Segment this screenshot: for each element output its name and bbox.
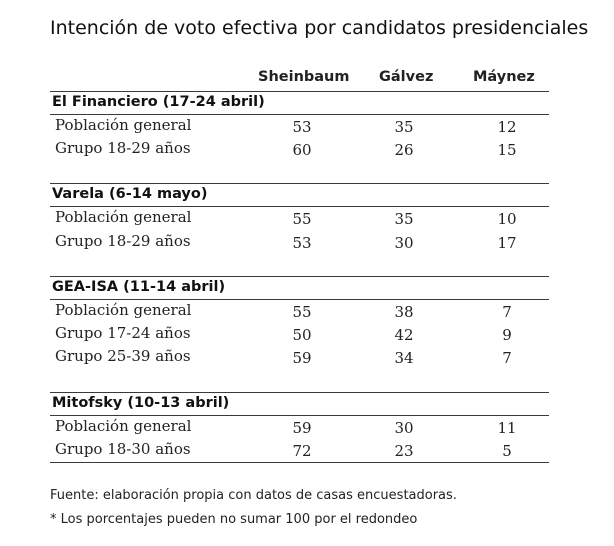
source-note: Fuente: elaboración propia con datos de … [50, 488, 457, 503]
value-sheinbaum: 60 [292, 141, 312, 159]
value-maynez: 5 [502, 442, 512, 460]
value-galvez: 26 [394, 141, 414, 159]
row-label: Grupo 17-24 años [55, 324, 191, 342]
value-galvez: 30 [394, 234, 414, 252]
row-label: Población general [55, 301, 192, 319]
value-sheinbaum: 55 [292, 303, 312, 321]
value-sheinbaum: 53 [292, 118, 312, 136]
table-title: Intención de voto efectiva por candidato… [50, 17, 589, 39]
row-label: Población general [55, 116, 192, 134]
row-label: Población general [55, 208, 192, 226]
rounding-footnote: * Los porcentajes pueden no sumar 100 po… [50, 512, 418, 527]
value-maynez: 9 [502, 326, 512, 344]
value-sheinbaum: 53 [292, 234, 312, 252]
column-header-maynez: Máynez [473, 69, 535, 85]
section-divider [50, 299, 549, 300]
row-label: Grupo 18-29 años [55, 139, 191, 157]
value-sheinbaum: 50 [292, 326, 312, 344]
row-label: Grupo 18-30 años [55, 440, 191, 458]
table-bottom-rule [50, 462, 549, 463]
value-sheinbaum: 72 [292, 442, 312, 460]
section-divider [50, 114, 549, 115]
value-galvez: 34 [394, 349, 414, 367]
value-sheinbaum: 59 [292, 419, 312, 437]
value-maynez: 10 [497, 210, 517, 228]
group-title-mitofsky: Mitofsky (10-13 abril) [52, 395, 230, 411]
value-maynez: 7 [502, 349, 512, 367]
group-title-el-financiero: El Financiero (17-24 abril) [52, 94, 265, 110]
value-galvez: 30 [394, 419, 414, 437]
row-label: Grupo 18-29 años [55, 232, 191, 250]
group-title-varela: Varela (6-14 mayo) [52, 186, 208, 202]
value-galvez: 42 [394, 326, 414, 344]
section-divider [50, 91, 549, 92]
value-maynez: 7 [502, 303, 512, 321]
value-galvez: 23 [394, 442, 414, 460]
value-maynez: 17 [497, 234, 517, 252]
section-divider [50, 415, 549, 416]
value-maynez: 12 [497, 118, 517, 136]
value-sheinbaum: 55 [292, 210, 312, 228]
value-sheinbaum: 59 [292, 349, 312, 367]
column-header-sheinbaum: Sheinbaum [258, 69, 350, 85]
value-galvez: 35 [394, 118, 414, 136]
value-galvez: 38 [394, 303, 414, 321]
value-maynez: 11 [497, 419, 517, 437]
column-header-galvez: Gálvez [379, 69, 434, 85]
section-divider [50, 183, 549, 184]
section-divider [50, 276, 549, 277]
row-label: Población general [55, 417, 192, 435]
section-divider [50, 392, 549, 393]
value-maynez: 15 [497, 141, 517, 159]
group-title-gea-isa: GEA-ISA (11-14 abril) [52, 279, 226, 295]
value-galvez: 35 [394, 210, 414, 228]
section-divider [50, 206, 549, 207]
row-label: Grupo 25-39 años [55, 347, 191, 365]
